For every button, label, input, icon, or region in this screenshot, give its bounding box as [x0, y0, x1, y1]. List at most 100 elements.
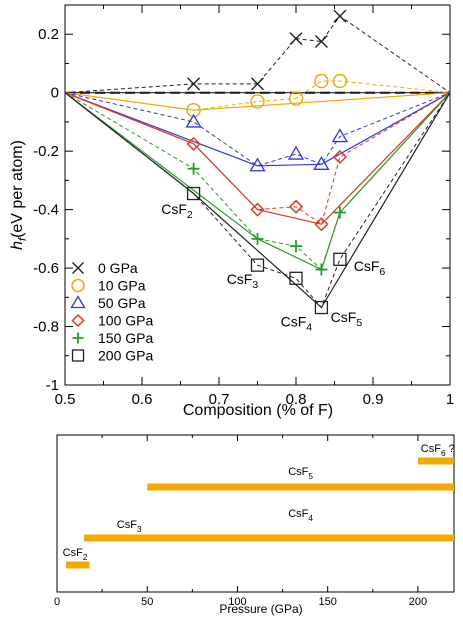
series-1 [64, 73, 451, 118]
legend-label: 50 GPa [98, 295, 146, 311]
series-0 [64, 9, 451, 94]
stability-bar-label-base: CsF [288, 508, 308, 520]
data-point [187, 162, 200, 175]
series-dashed-line [64, 15, 451, 94]
series-dashed-line [64, 92, 451, 167]
stability-bar [66, 561, 90, 569]
data-point [333, 9, 347, 23]
data-point-stroke-b [251, 77, 264, 91]
stability-bar-label: CsF6 ? [421, 443, 455, 458]
stability-bar-label-subscript: 2 [83, 553, 88, 562]
data-point-stroke-b [187, 77, 201, 91]
data-point-stroke-b [314, 35, 328, 49]
pressure-tick-label: 200 [409, 596, 427, 608]
data-point [288, 199, 304, 214]
legend-label: 150 GPa [98, 330, 153, 346]
data-point [186, 136, 201, 151]
x-tick-label: 0.5 [55, 391, 76, 408]
compound-annotation: CsF2 [161, 201, 193, 221]
data-point [315, 263, 328, 276]
y-axis-label-subscript: f [17, 237, 29, 241]
data-point [332, 73, 348, 89]
data-point [187, 77, 201, 91]
compound-annotation-base: CsF [227, 271, 253, 287]
stability-bar-label: CsF5 [288, 466, 313, 481]
data-point [331, 128, 349, 143]
compound-annotation-subscript: 5 [356, 317, 362, 329]
y-axis-label: hf(eV per atom) [9, 140, 29, 250]
y-tick-label: -0.2 [33, 143, 59, 160]
x-tick-label: 1 [446, 391, 454, 408]
x-axis-label: Composition (% of F) [183, 402, 333, 419]
stability-bar-label: CsF4 [288, 508, 313, 523]
legend-label: 200 GPa [98, 348, 153, 364]
compound-annotation-subscript: 3 [252, 279, 258, 291]
formation-enthalpy-chart: hf(eV per atom) Composition (% of F) 0.5… [9, 4, 454, 419]
plot-layer: 0.5 0.6 0.7 0.8 0.9 1 -1 -0.8 -0.6 -0.4 -0.2 0 0.2 0 … [33, 4, 454, 408]
compound-annotation-subscript: 2 [187, 209, 193, 221]
data-point [186, 103, 201, 118]
compound-annotation-base: CsF [331, 309, 357, 325]
data-point [249, 157, 266, 172]
data-point [185, 113, 202, 128]
legend-marker [72, 332, 84, 344]
stability-bar-label-base: CsF [117, 519, 137, 531]
data-point [314, 35, 328, 49]
legend-marker [70, 295, 86, 309]
data-point [250, 94, 265, 109]
y-tick-label: -0.6 [33, 260, 59, 277]
legend-marker [71, 313, 85, 328]
y-tick-label: -0.4 [33, 202, 59, 219]
x-tick-label: 0.6 [132, 391, 153, 408]
stability-bar-label-subscript: 5 [308, 472, 313, 481]
convex-hull-line [64, 92, 451, 167]
x-tick-label: 0.8 [286, 391, 307, 408]
compound-annotation: CsF4 [281, 314, 313, 334]
stability-bar-label-base: CsF [288, 466, 308, 478]
series-4 [64, 92, 451, 276]
pressure-range-chart: Pressure (GPa) 0 50 100 150 200CsF2CsF3CsF4C… [54, 434, 455, 616]
convex-hull-line [64, 92, 451, 309]
data-point [314, 73, 329, 89]
series-2 [64, 92, 451, 172]
series-3 [64, 92, 451, 232]
legend-marker [71, 349, 85, 362]
stability-bar-label: CsF2 [63, 547, 88, 562]
data-point [250, 258, 265, 272]
data-point [333, 206, 346, 219]
convex-hull-line [64, 92, 451, 111]
data-point [289, 271, 303, 285]
pressure-tick-label: 0 [54, 596, 60, 608]
compound-annotation-subscript: 4 [306, 322, 312, 334]
legend-label: 10 GPa [98, 278, 146, 294]
stability-bar-label-base: CsF [421, 443, 441, 455]
compound-annotation: CsF5 [331, 309, 363, 329]
y-axis-label-symbol: h [9, 241, 26, 250]
series-5 [64, 92, 451, 315]
data-point [251, 77, 264, 91]
legend-label: 100 GPa [98, 313, 153, 329]
convex-hull-line [64, 92, 451, 225]
pressure-tick-label: 50 [141, 596, 153, 608]
compound-annotation-base: CsF [281, 314, 307, 330]
series-dashed-line [64, 92, 451, 226]
stability-bar-label-subscript: 4 [308, 514, 313, 523]
data-point [313, 156, 330, 170]
y-tick-label: -1 [46, 377, 59, 394]
data-point [250, 202, 265, 217]
stability-bar-label-suffix: ? [446, 443, 455, 455]
data-point [287, 145, 305, 160]
y-tick-label: 0.2 [38, 26, 59, 43]
stability-bar [84, 534, 455, 542]
compound-annotation: CsF6 [354, 258, 386, 278]
y-axis-label-units: (eV per atom) [9, 140, 26, 238]
y-tick-label: 0 [51, 85, 59, 102]
stability-bar-label: CsF3 [117, 519, 142, 534]
data-point [314, 300, 329, 315]
data-point [289, 32, 303, 46]
legend-label: 0 GPa [98, 260, 138, 276]
pressure-tick-label: 100 [228, 596, 246, 608]
